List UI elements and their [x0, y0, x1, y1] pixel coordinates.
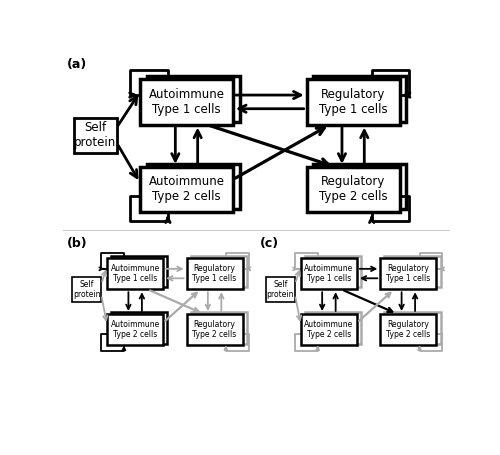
FancyBboxPatch shape [147, 76, 240, 121]
Text: Regulatory
Type 1 cells: Regulatory Type 1 cells [192, 264, 236, 283]
FancyBboxPatch shape [305, 256, 361, 288]
FancyBboxPatch shape [186, 258, 242, 289]
FancyBboxPatch shape [140, 79, 233, 125]
Text: Autoimmune
Type 2 cells: Autoimmune Type 2 cells [110, 320, 160, 339]
FancyBboxPatch shape [384, 256, 440, 288]
FancyBboxPatch shape [306, 79, 400, 125]
Text: Self
protein: Self protein [74, 121, 116, 149]
FancyBboxPatch shape [380, 258, 436, 289]
FancyBboxPatch shape [74, 118, 117, 153]
Text: Autoimmune
Type 1 cells: Autoimmune Type 1 cells [110, 264, 160, 283]
FancyBboxPatch shape [147, 164, 240, 209]
FancyBboxPatch shape [107, 314, 163, 345]
FancyBboxPatch shape [186, 314, 242, 345]
FancyBboxPatch shape [380, 314, 436, 345]
FancyBboxPatch shape [140, 167, 233, 212]
FancyBboxPatch shape [314, 76, 406, 121]
FancyBboxPatch shape [301, 314, 357, 345]
Text: Regulatory
Type 2 cells: Regulatory Type 2 cells [192, 320, 236, 339]
Text: Autoimmune
Type 2 cells: Autoimmune Type 2 cells [304, 320, 354, 339]
FancyBboxPatch shape [266, 277, 295, 302]
Text: Self
protein: Self protein [266, 280, 294, 299]
FancyBboxPatch shape [190, 312, 247, 344]
Text: Regulatory
Type 2 cells: Regulatory Type 2 cells [319, 176, 388, 203]
Text: Autoimmune
Type 1 cells: Autoimmune Type 1 cells [148, 88, 224, 116]
FancyBboxPatch shape [314, 164, 406, 209]
FancyBboxPatch shape [305, 312, 361, 344]
FancyBboxPatch shape [190, 256, 247, 288]
Text: Regulatory
Type 1 cells: Regulatory Type 1 cells [386, 264, 430, 283]
FancyBboxPatch shape [107, 258, 163, 289]
Text: (c): (c) [260, 237, 279, 250]
FancyBboxPatch shape [384, 312, 440, 344]
Text: Self
protein: Self protein [73, 280, 101, 299]
FancyBboxPatch shape [111, 312, 168, 344]
FancyBboxPatch shape [111, 256, 168, 288]
FancyBboxPatch shape [301, 258, 357, 289]
Text: (a): (a) [66, 58, 86, 71]
Text: Regulatory
Type 2 cells: Regulatory Type 2 cells [386, 320, 430, 339]
Text: (b): (b) [66, 237, 87, 250]
Text: Autoimmune
Type 2 cells: Autoimmune Type 2 cells [148, 176, 224, 203]
Text: Autoimmune
Type 1 cells: Autoimmune Type 1 cells [304, 264, 354, 283]
FancyBboxPatch shape [72, 277, 101, 302]
Text: Regulatory
Type 1 cells: Regulatory Type 1 cells [319, 88, 388, 116]
FancyBboxPatch shape [306, 167, 400, 212]
